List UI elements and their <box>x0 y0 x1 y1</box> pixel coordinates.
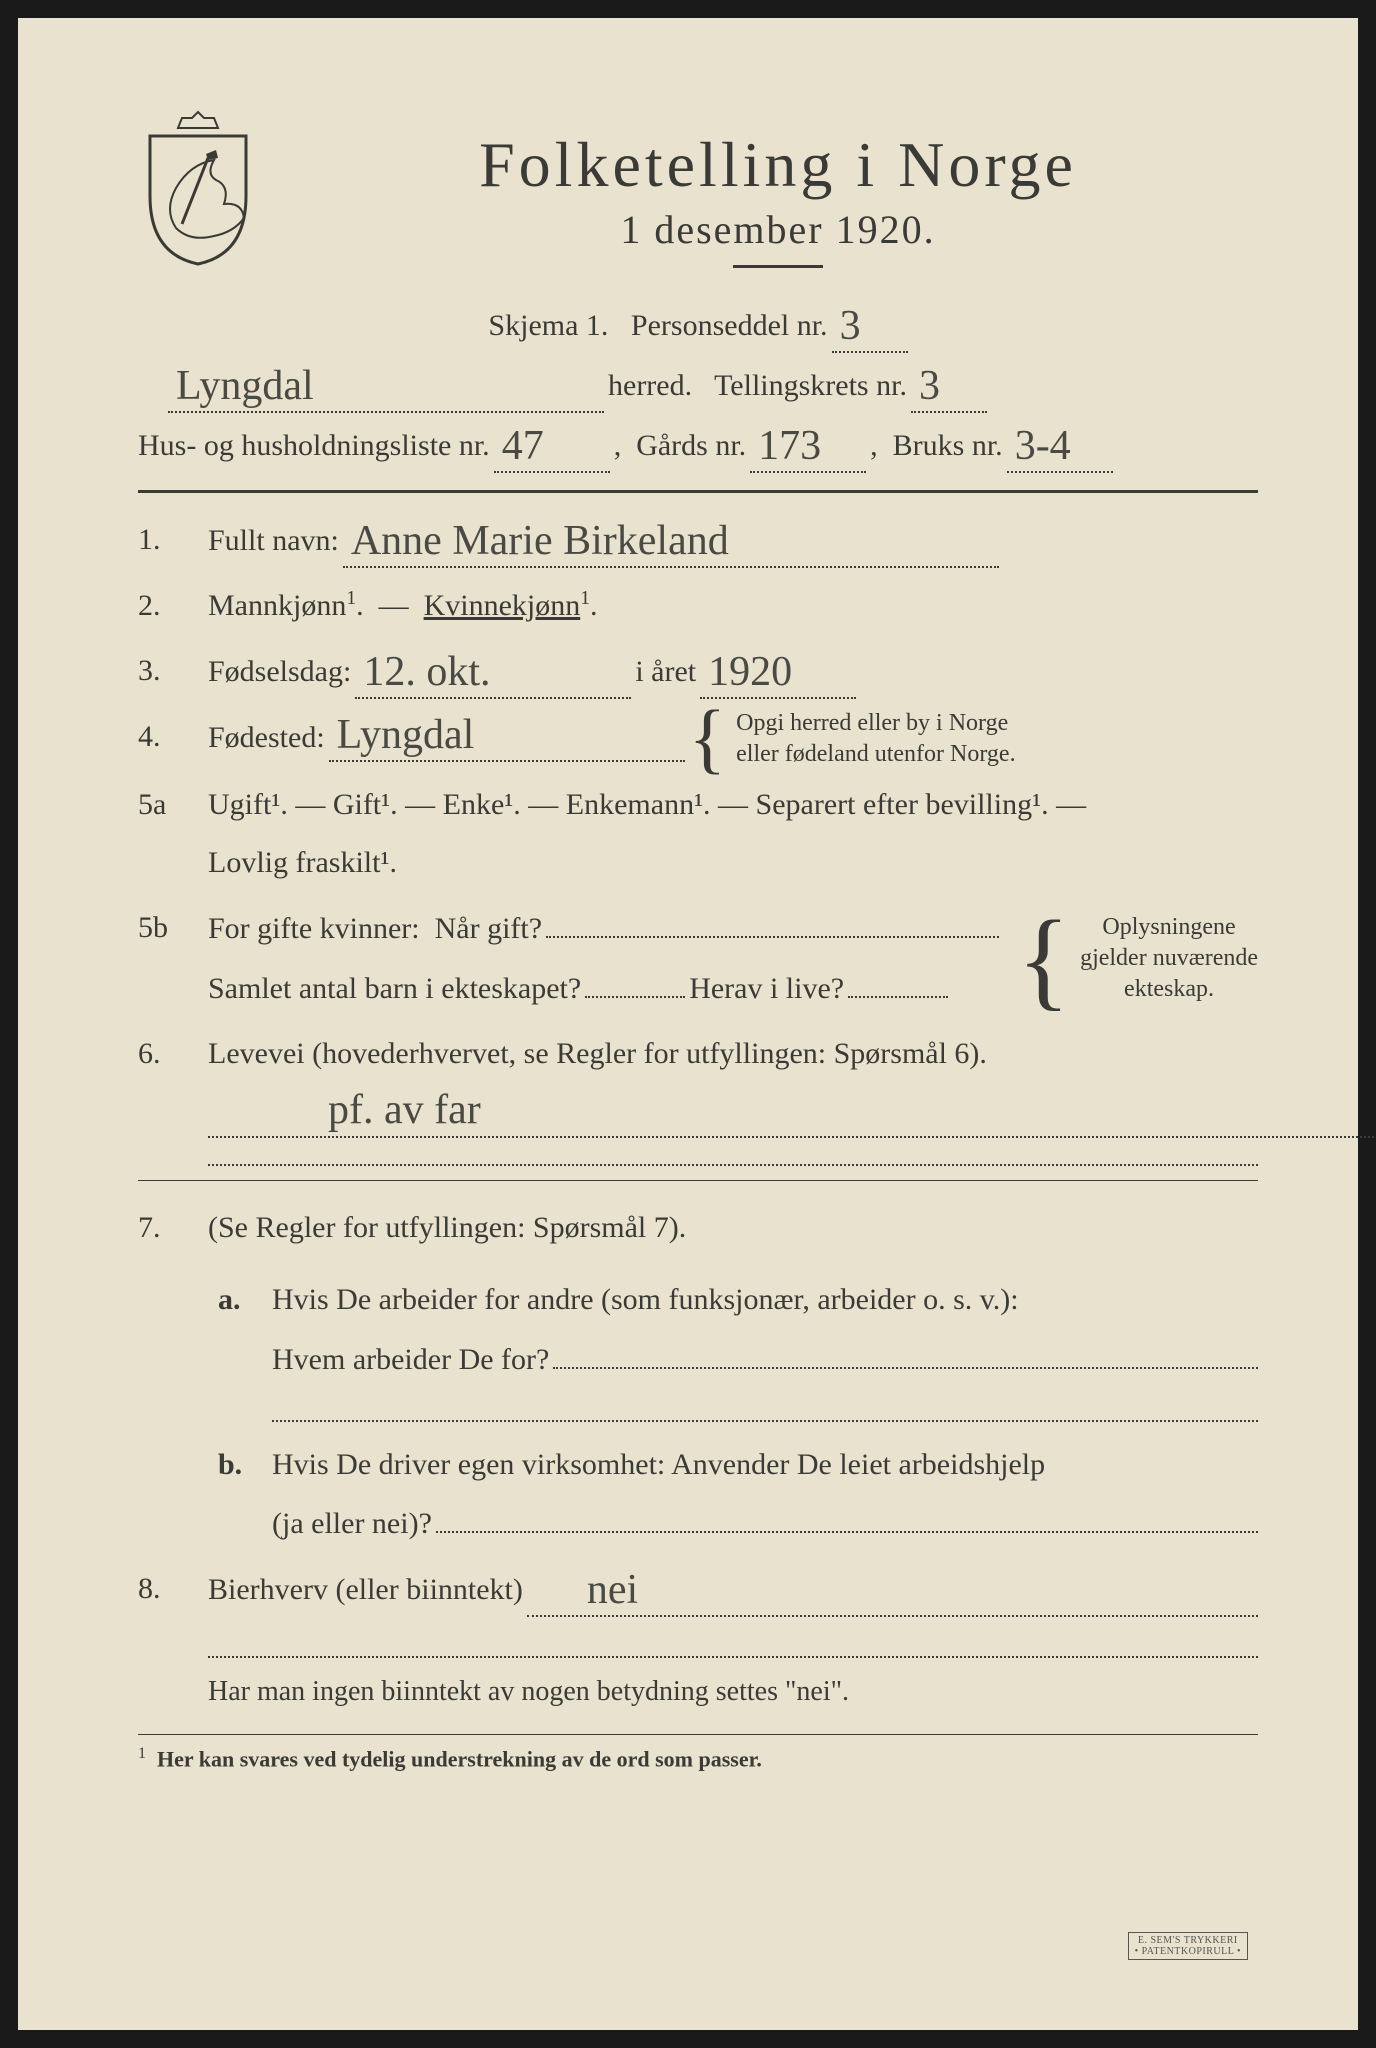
q7a-fill2 <box>272 1390 1258 1422</box>
header: Folketelling i Norge 1 desember 1920. <box>138 108 1258 286</box>
bruks-nr: 3-4 <box>1007 423 1113 473</box>
q3-mid: i året <box>635 642 696 702</box>
q5b-note: { Oplysningene gjelder nuværende ekteska… <box>1017 912 1258 1006</box>
gards-label: , Gårds nr. <box>614 416 746 476</box>
q7-num: 7. <box>138 1199 186 1555</box>
q6-label: Levevei (hovederhvervet, se Regler for u… <box>208 1025 1258 1084</box>
title-block: Folketelling i Norge 1 desember 1920. <box>298 108 1258 286</box>
q6-value: pf. av far <box>208 1087 1376 1137</box>
personseddel-nr: 3 <box>832 303 908 353</box>
q5b-label1: For gifte kvinner: Når gift? <box>208 899 542 959</box>
q2-kvinne: Kvinnekjønn <box>424 589 581 622</box>
gards-nr: 173 <box>750 423 866 473</box>
q1-num: 1. <box>138 511 186 571</box>
q5b-note3: ekteskap. <box>1080 974 1258 1005</box>
q7a-fill <box>553 1337 1258 1369</box>
divider <box>138 1180 1258 1181</box>
coat-of-arms-icon <box>138 108 258 268</box>
q4-value: Lyngdal <box>329 712 685 762</box>
q1-label: Fullt navn: <box>208 511 339 571</box>
skjema-label: Skjema 1. Personseddel nr. <box>488 296 827 356</box>
footer-note-1: Har man ingen biinntekt av nogen betydni… <box>208 1676 1258 1708</box>
herred-label: herred. Tellingskrets nr. <box>608 356 907 416</box>
footnote: 1 Her kan svares ved tydelig understrekn… <box>138 1745 1258 1772</box>
q8: 8. Bierhverv (eller biinntekt) nei <box>138 1560 1258 1620</box>
printer-mark: E. SEM'S TRYKKERI • PATENTKOPIRULL • <box>1128 1932 1248 1960</box>
q5a-text2: Lovlig fraskilt¹. <box>208 834 1258 893</box>
q5b-note2: gjelder nuværende <box>1080 943 1258 974</box>
census-form-page: Folketelling i Norge 1 desember 1920. Sk… <box>0 0 1376 2048</box>
q5b-fill1 <box>546 906 999 938</box>
q4-note1: Opgi herred eller by i Norge <box>736 708 1015 739</box>
q7-label: (Se Regler for utfyllingen: Spørsmål 7). <box>208 1199 1258 1258</box>
q5b-fill2 <box>585 966 685 998</box>
q5a: 5a Ugift¹. — Gift¹. — Enke¹. — Enkemann¹… <box>138 776 1258 893</box>
q5b-label2a: Samlet antal barn i ekteskapet? <box>208 959 581 1019</box>
q3-day: 12. okt. <box>355 649 631 699</box>
herred-value: Lyngdal <box>168 363 604 413</box>
q8-label: Bierhverv (eller biinntekt) <box>208 1560 523 1620</box>
q5b-fill3 <box>848 966 948 998</box>
q6: 6. Levevei (hovederhvervet, se Regler fo… <box>138 1025 1258 1166</box>
page-title: Folketelling i Norge <box>298 128 1258 202</box>
q2-dash: — <box>371 589 416 622</box>
row-skjema: Skjema 1. Personseddel nr. 3 <box>138 296 1258 356</box>
q5a-text: Ugift¹. — Gift¹. — Enke¹. — Enkemann¹. —… <box>208 776 1258 835</box>
husliste-label: Hus- og husholdningsliste nr. <box>138 416 490 476</box>
q6-num: 6. <box>138 1025 186 1166</box>
q3: 3. Fødselsdag: 12. okt. i året 1920 <box>138 642 1258 702</box>
q7a-line1: Hvis De arbeider for andre (som funksjon… <box>272 1271 1258 1330</box>
q1: 1. Fullt navn: Anne Marie Birkeland <box>138 511 1258 571</box>
tellingskrets-nr: 3 <box>911 363 987 413</box>
q8-fill2 <box>208 1626 1258 1658</box>
q4: 4. Fødested: Lyngdal { Opgi herred eller… <box>138 708 1258 770</box>
q8-num: 8. <box>138 1560 186 1620</box>
q7b-label: b. <box>218 1436 254 1555</box>
brace-icon: { <box>1017 926 1070 992</box>
q7b: b. Hvis De driver egen virksomhet: Anven… <box>218 1436 1258 1555</box>
row-herred: Lyngdal herred. Tellingskrets nr. 3 <box>138 356 1258 416</box>
divider <box>138 490 1258 493</box>
q4-label: Fødested: <box>208 708 325 768</box>
q7a: a. Hvis De arbeider for andre (som funks… <box>218 1271 1258 1422</box>
q7b-fill <box>436 1501 1258 1533</box>
q7a-line2: Hvem arbeider De for? <box>272 1330 549 1390</box>
q4-note2: eller fødeland utenfor Norge. <box>736 739 1015 770</box>
q7a-label: a. <box>218 1271 254 1422</box>
q1-value: Anne Marie Birkeland <box>343 518 999 568</box>
q5b: 5b For gifte kvinner: Når gift? Samlet a… <box>138 899 1258 1019</box>
q3-num: 3. <box>138 642 186 702</box>
q5a-num: 5a <box>138 776 186 893</box>
q7b-line2: (ja eller nei)? <box>272 1494 432 1554</box>
q4-num: 4. <box>138 708 186 767</box>
q3-label: Fødselsdag: <box>208 642 351 702</box>
husliste-nr: 47 <box>494 423 610 473</box>
q4-note: { Opgi herred eller by i Norge eller fød… <box>689 708 1016 770</box>
page-subtitle: 1 desember 1920. <box>298 206 1258 253</box>
q2-num: 2. <box>138 577 186 636</box>
title-rule <box>733 265 823 268</box>
q8-value: nei <box>527 1567 1258 1617</box>
footnote-text: Her kan svares ved tydelig understreknin… <box>157 1746 762 1771</box>
q3-year: 1920 <box>700 649 856 699</box>
q2: 2. Mannkjønn1. — Kvinnekjønn1. <box>138 577 1258 636</box>
bruks-label: , Bruks nr. <box>870 416 1003 476</box>
q6-fill2 <box>208 1134 1258 1166</box>
q7: 7. (Se Regler for utfyllingen: Spørsmål … <box>138 1199 1258 1555</box>
q7b-line1: Hvis De driver egen virksomhet: Anvender… <box>272 1436 1258 1495</box>
q5b-num: 5b <box>138 899 186 958</box>
q5b-label2b: Herav i live? <box>689 959 844 1019</box>
footnote-rule <box>138 1734 1258 1735</box>
row-husliste: Hus- og husholdningsliste nr. 47 , Gårds… <box>138 416 1258 476</box>
q2-mann: Mannkjønn <box>208 589 346 622</box>
q5b-note1: Oplysningene <box>1080 912 1258 943</box>
brace-icon: { <box>689 715 726 762</box>
